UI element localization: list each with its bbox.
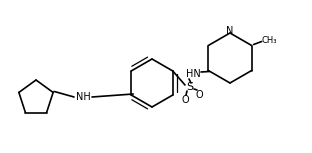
Text: NH: NH [76,92,90,102]
Text: S: S [187,82,193,92]
Text: O: O [181,95,189,105]
Text: O: O [195,90,203,100]
Text: HN: HN [186,69,200,79]
Text: N: N [226,26,234,36]
Text: CH₃: CH₃ [262,36,277,45]
